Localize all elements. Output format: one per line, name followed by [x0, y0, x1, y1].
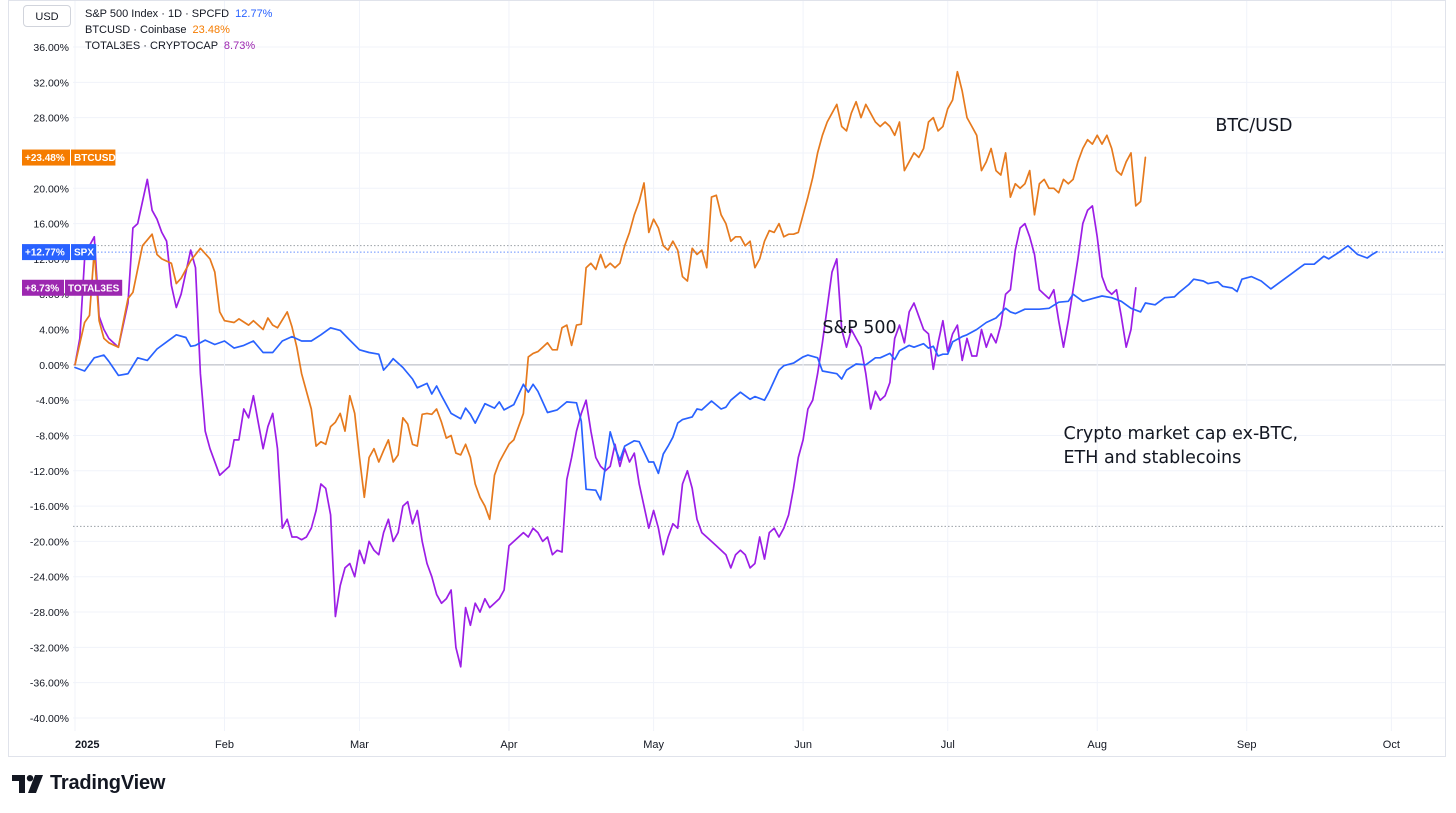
x-tick-label: Feb [215, 739, 234, 751]
price-tag: +8.73% TOTAL3ES [22, 279, 123, 296]
price-tag-value: +23.48% [25, 153, 65, 164]
y-tick-label: 36.00% [33, 42, 69, 54]
annotation-text: Crypto market cap ex-BTC, [1063, 424, 1298, 444]
y-tick-label: -36.00% [30, 678, 69, 690]
annotation-text: ETH and stablecoins [1063, 448, 1241, 468]
brand-name: TradingView [50, 772, 166, 794]
chart-canvas[interactable]: 36.00%32.00%28.00%24.00%20.00%16.00%12.0… [9, 1, 1445, 756]
x-tick-label: Jun [794, 739, 812, 751]
x-axis: 2025 Feb Mar Apr May Jun Jul Aug Sep Oct [75, 739, 1400, 751]
price-tags: +23.48% BTCUSD +12.77% SPX +8.73% TOTAL3ES [22, 149, 123, 296]
y-tick-label: 32.00% [33, 77, 69, 89]
y-tick-label: -32.00% [30, 642, 69, 654]
price-tag-symbol: TOTAL3ES [68, 283, 120, 294]
x-tick-label: May [643, 739, 664, 751]
price-tag-value: +12.77% [25, 248, 65, 259]
legend: S&P 500 Index · 1D · SPCFD 12.77% BTCUSD… [85, 6, 272, 54]
legend-item-btc[interactable]: BTCUSD · Coinbase 23.48% [85, 22, 272, 38]
legend-value: 12.77% [235, 8, 273, 20]
series-layer [74, 70, 1378, 668]
currency-button[interactable]: USD [23, 5, 71, 27]
y-axis: 36.00%32.00%28.00%24.00%20.00%16.00%12.0… [30, 42, 69, 725]
price-tag-value-bg [22, 244, 70, 261]
x-tick-label: Aug [1087, 739, 1107, 751]
price-tag: +23.48% BTCUSD [22, 149, 116, 166]
x-tick-label: Oct [1383, 739, 1400, 751]
chart-frame: 36.00%32.00%28.00%24.00%20.00%16.00%12.0… [8, 0, 1446, 757]
price-tag-symbol-bg [71, 149, 116, 166]
series-line [74, 244, 1378, 501]
legend-value: 8.73% [223, 40, 256, 52]
legend-label: S&P 500 Index · 1D · SPCFD [85, 8, 230, 20]
legend-value: 23.48% [192, 24, 230, 36]
price-tag-value: +8.73% [25, 283, 59, 294]
y-tick-label: 4.00% [39, 325, 69, 337]
grid [73, 1, 1445, 731]
tradingview-logo-icon [12, 774, 43, 793]
legend-label: BTCUSD · Coinbase [85, 24, 187, 36]
annotations: BTC/USD S&P 500 Crypto market cap ex-BTC, E… [822, 116, 1298, 468]
price-tag-symbol-bg [65, 279, 123, 296]
y-tick-label: 0.00% [39, 360, 69, 372]
price-tag-value-bg [22, 149, 70, 166]
y-tick-label: 20.00% [33, 183, 69, 195]
price-tag-symbol: SPX [74, 248, 94, 259]
legend-label: TOTAL3ES · CRYPTOCAP [85, 40, 218, 52]
x-tick-label: 2025 [75, 739, 99, 751]
legend-item-spx[interactable]: S&P 500 Index · 1D · SPCFD 12.77% [85, 6, 272, 22]
annotation-text: BTC/USD [1215, 116, 1292, 136]
x-tick-label: Mar [350, 739, 369, 751]
y-tick-label: -12.00% [30, 466, 69, 478]
y-tick-label: -8.00% [36, 430, 69, 442]
tradingview-brand[interactable]: TradingView [12, 772, 165, 795]
y-tick-label: 28.00% [33, 113, 69, 125]
annotation-text: S&P 500 [822, 318, 896, 338]
x-tick-label: Apr [500, 739, 517, 751]
y-tick-label: -24.00% [30, 572, 69, 584]
y-tick-label: -20.00% [30, 536, 69, 548]
x-tick-label: Sep [1237, 739, 1257, 751]
price-tag-symbol: BTCUSD [74, 153, 116, 164]
x-tick-label: Jul [941, 739, 955, 751]
series-line [74, 70, 1147, 521]
series-line [74, 178, 1137, 668]
y-tick-label: -4.00% [36, 395, 69, 407]
y-tick-label: -16.00% [30, 501, 69, 513]
y-tick-label: 16.00% [33, 219, 69, 231]
y-tick-label: -28.00% [30, 607, 69, 619]
price-tag: +12.77% SPX [22, 244, 97, 261]
reference-lines [73, 245, 1445, 527]
price-tag-value-bg [22, 279, 64, 296]
legend-item-total3[interactable]: TOTAL3ES · CRYPTOCAP 8.73% [85, 38, 272, 54]
price-tag-symbol-bg [71, 244, 97, 261]
y-tick-label: -40.00% [30, 713, 69, 725]
